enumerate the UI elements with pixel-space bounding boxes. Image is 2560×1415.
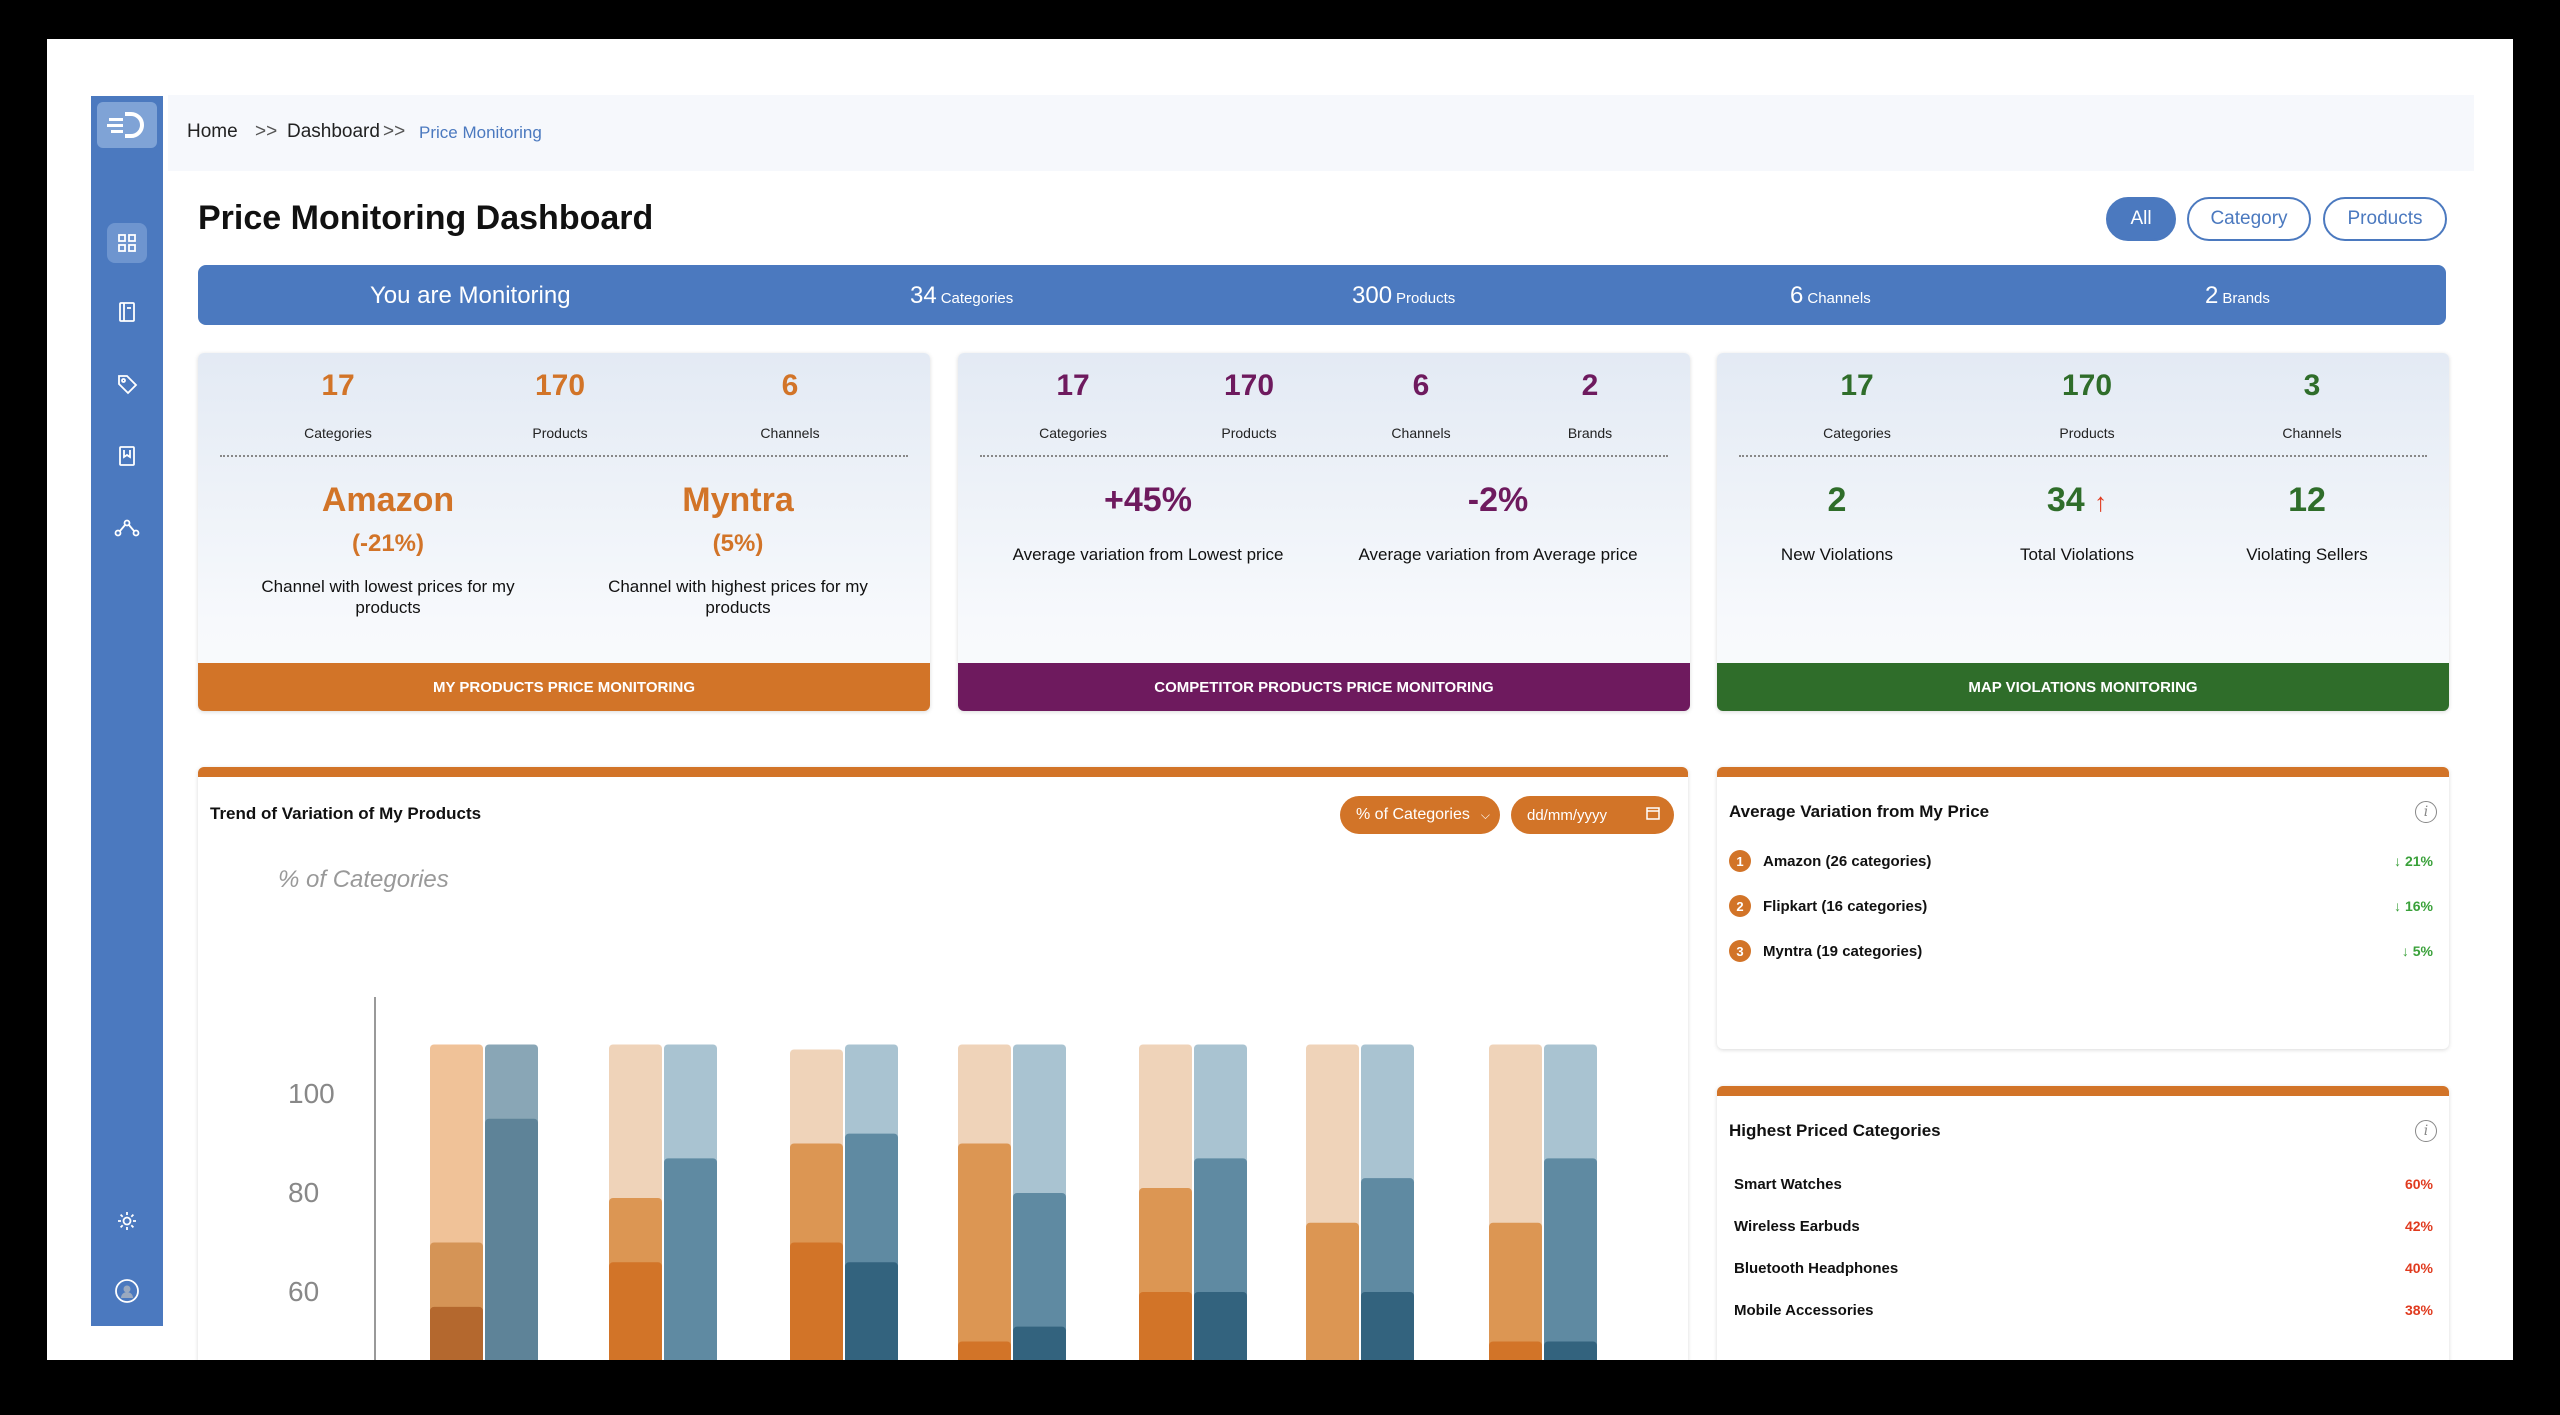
date-input[interactable]: dd/mm/yyyy (1511, 796, 1674, 834)
breadcrumb-current: Price Monitoring (419, 123, 542, 142)
sidebar (91, 96, 163, 1326)
info-icon[interactable]: i (2415, 1120, 2437, 1142)
total-violations: 34 ↑ Total Violations (2019, 481, 2135, 564)
y-tick-label: 60 (288, 1276, 319, 1307)
route-icon[interactable] (107, 508, 147, 548)
list-item: Wireless Earbuds 42% (1734, 1217, 2433, 1235)
rank-badge: 2 (1729, 895, 1751, 917)
variation-lowest: +45% Average variation from Lowest price (1012, 481, 1284, 564)
calendar-icon (1646, 806, 1660, 824)
page-title: Price Monitoring Dashboard (198, 199, 654, 237)
my-products-bar (1139, 1292, 1192, 1360)
y-tick-label: 80 (288, 1177, 319, 1208)
rank-badge: 1 (1729, 850, 1751, 872)
highest-priced-title: Highest Priced Categories (1729, 1121, 1941, 1140)
y-tick-label: 100 (288, 1078, 335, 1109)
breadcrumb-dashboard[interactable]: Dashboard (287, 121, 380, 142)
competitor-bar (845, 1262, 898, 1360)
my-products-bar (1306, 1222, 1359, 1360)
trend-panel: Trend of Variation of My Products % of C… (198, 767, 1688, 1360)
y-axis-title: % of Categories (278, 866, 449, 893)
map-violations-monitoring-button[interactable]: MAP VIOLATIONS MONITORING (1717, 663, 2449, 711)
gear-icon[interactable] (107, 1201, 147, 1241)
competitor-bar (1013, 1326, 1066, 1360)
monitoring-summary-band: You are Monitoring 34 Categories 300 Produ… (198, 265, 2446, 325)
metric-channels: 6 Channels (1391, 369, 1451, 441)
list-item: 1 Amazon (26 categories) ↓ 21% (1729, 847, 2433, 875)
breadcrumb: Home >> Dashboard >> Price Monitoring (168, 95, 2474, 171)
avg-variation-panel: Average Variation from My Price i 1 Amaz… (1717, 767, 2449, 1049)
divider (1739, 455, 2427, 457)
map-violations-card: 17 Categories 170 Products 3 Channels 2 New… (1717, 353, 2449, 711)
monitoring-products: 300 Products (1352, 282, 1456, 309)
my-products-card: 17 Categories 170 Products 6 Channels Amazo… (198, 353, 930, 711)
lowest-price-channel: Amazon (-21%) Channel with lowest prices… (261, 481, 515, 617)
list-item: Bluetooth Headphones 40% (1734, 1259, 2433, 1277)
metric-products: 170 Products (532, 369, 588, 441)
breadcrumb-separator: >> (383, 121, 406, 142)
list-item: 3 Myntra (19 categories) ↓ 5% (1729, 937, 2433, 965)
competitor-bar (1013, 1193, 1066, 1360)
my-products-bar (958, 1143, 1011, 1360)
breadcrumb-separator: >> (255, 121, 278, 142)
avg-variation-title: Average Variation from My Price (1729, 802, 1990, 821)
book-icon[interactable] (107, 292, 147, 332)
info-icon[interactable]: i (2415, 801, 2437, 823)
competitor-bar (1194, 1292, 1247, 1360)
variation-average: -2% Average variation from Average price (1358, 481, 1638, 564)
divider (980, 455, 1668, 457)
grid-icon[interactable] (107, 223, 147, 263)
monitoring-channels: 6 Channels (1790, 282, 1871, 309)
logo-icon[interactable] (97, 102, 157, 148)
competitor-bar (1544, 1158, 1597, 1360)
filter-all-button[interactable]: All (2106, 197, 2176, 241)
avatar[interactable] (107, 1271, 147, 1311)
competitor-monitoring-button[interactable]: COMPETITOR PRODUCTS PRICE MONITORING (958, 663, 1690, 711)
highest-price-channel: Myntra (5%) Channel with highest prices … (608, 481, 868, 617)
list-item: Smart Watches 60% (1734, 1175, 2433, 1193)
bookmark-icon[interactable] (107, 436, 147, 476)
my-products-bar (790, 1242, 843, 1360)
chevron-down-icon: ⌵ (1480, 807, 1490, 822)
arrow-up-icon: ↑ (2094, 487, 2108, 517)
monitoring-categories: 34 Categories (910, 282, 1014, 309)
filter-category-button[interactable]: Category (2187, 197, 2311, 241)
breadcrumb-home[interactable]: Home (187, 121, 238, 142)
metric-dropdown[interactable]: % of Categories ⌵ (1340, 796, 1500, 834)
competitor-products-card: 17 Categories 170 Products 6 Channels 2 Bran… (958, 353, 1690, 711)
my-products-bar (430, 1306, 483, 1360)
competitor-bar (1361, 1292, 1414, 1360)
trend-chart: % of Categories100806040 (278, 866, 1597, 1360)
metric-categories: 17 Categories (1823, 369, 1891, 441)
new-violations: 2 New Violations (1780, 481, 1894, 564)
competitor-bar (485, 1118, 538, 1360)
my-products-monitoring-button[interactable]: MY PRODUCTS PRICE MONITORING (198, 663, 930, 711)
metric-channels: 3 Channels (2282, 369, 2342, 441)
monitoring-label: You are Monitoring (370, 282, 571, 309)
my-products-bar (1489, 1222, 1542, 1360)
tag-icon[interactable] (107, 364, 147, 404)
trend-title: Trend of Variation of My Products (210, 804, 482, 823)
metric-products: 170 Products (1221, 369, 1277, 441)
highest-priced-panel: Highest Priced Categories i Smart Watche… (1717, 1086, 2449, 1360)
metric-categories: 17 Categories (1039, 369, 1107, 441)
list-item: 2 Flipkart (16 categories) ↓ 16% (1729, 892, 2433, 920)
divider (220, 455, 908, 457)
metric-products: 170 Products (2059, 369, 2115, 441)
my-products-bar (958, 1341, 1011, 1360)
violating-sellers: 12 Violating Sellers (2246, 481, 2368, 564)
app-window: Home >> Dashboard >> Price Monitoring Pr… (47, 39, 2513, 1360)
list-item: Mobile Accessories 38% (1734, 1301, 2433, 1319)
filter-products-button[interactable]: Products (2323, 197, 2447, 241)
my-products-bar (1489, 1341, 1542, 1360)
competitor-bar (664, 1158, 717, 1360)
metric-categories: 17 Categories (304, 369, 372, 441)
metric-brands: 2 Brands (1567, 369, 1613, 441)
metric-channels: 6 Channels (760, 369, 820, 441)
my-products-bar (609, 1262, 662, 1360)
competitor-bar (1544, 1341, 1597, 1360)
monitoring-brands: 2 Brands (2205, 282, 2270, 309)
rank-badge: 3 (1729, 940, 1751, 962)
